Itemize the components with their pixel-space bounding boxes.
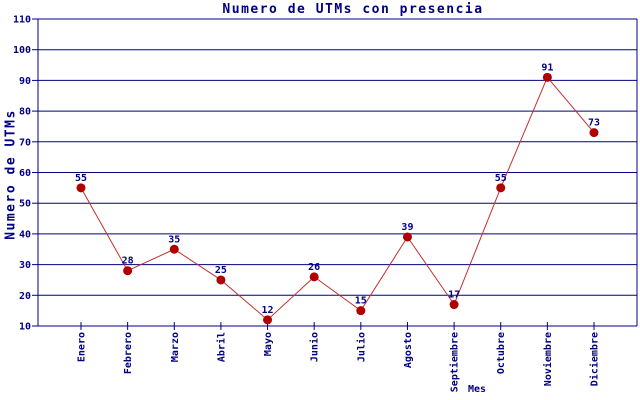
data-point — [76, 183, 86, 193]
y-tick-label: 40 — [19, 229, 31, 240]
data-point — [123, 266, 133, 276]
y-tick-label: 110 — [13, 15, 31, 26]
x-tick-label: Enero — [77, 332, 88, 362]
point-label: 26 — [308, 262, 320, 273]
point-label: 17 — [448, 290, 460, 301]
point-label: 55 — [75, 173, 87, 184]
y-tick-label: 60 — [19, 168, 31, 179]
x-tick-label: Octubre — [496, 332, 507, 374]
x-tick-label: Mayo — [263, 332, 274, 356]
x-tick-label: Noviembre — [542, 332, 554, 386]
point-label: 28 — [122, 256, 134, 267]
x-tick-label: Julio — [355, 332, 367, 362]
y-tick-label: 10 — [19, 322, 31, 333]
x-tick-label: Junio — [309, 332, 321, 362]
point-label: 91 — [541, 62, 553, 73]
point-label: 55 — [495, 173, 507, 184]
chart-title: Numero de UTMs con presencia — [222, 2, 484, 17]
x-tick-label: Diciembre — [589, 332, 601, 386]
data-point — [356, 306, 366, 316]
y-tick-label: 100 — [13, 45, 31, 56]
data-point — [169, 244, 179, 254]
y-tick-label: 70 — [19, 137, 31, 148]
y-tick-label: 90 — [19, 76, 31, 87]
x-axis-title: Mes — [467, 384, 487, 395]
y-tick-label: 30 — [19, 260, 31, 271]
point-label: 39 — [401, 222, 413, 233]
data-point — [542, 72, 552, 82]
data-point — [449, 300, 459, 310]
y-tick-label: 20 — [19, 291, 31, 302]
data-series-line — [80, 76, 595, 321]
data-point — [589, 128, 599, 138]
data-point — [263, 315, 273, 325]
data-point — [496, 183, 506, 193]
point-label: 25 — [215, 265, 227, 276]
x-tick-label: Febrero — [123, 332, 134, 374]
x-tick-label: Agosto — [403, 332, 414, 368]
point-label: 12 — [262, 305, 274, 316]
point-label: 35 — [168, 234, 180, 245]
data-point — [309, 272, 319, 282]
point-label: 15 — [355, 296, 367, 307]
y-tick-label: 80 — [19, 107, 31, 118]
data-point — [216, 275, 226, 285]
y-tick-label: 50 — [19, 199, 31, 210]
x-tick-label: Abril — [215, 332, 227, 362]
point-label: 73 — [588, 118, 600, 129]
x-tick-label: Septiembre — [449, 332, 461, 392]
x-tick-label: Marzo — [170, 332, 181, 362]
data-point — [402, 232, 412, 242]
